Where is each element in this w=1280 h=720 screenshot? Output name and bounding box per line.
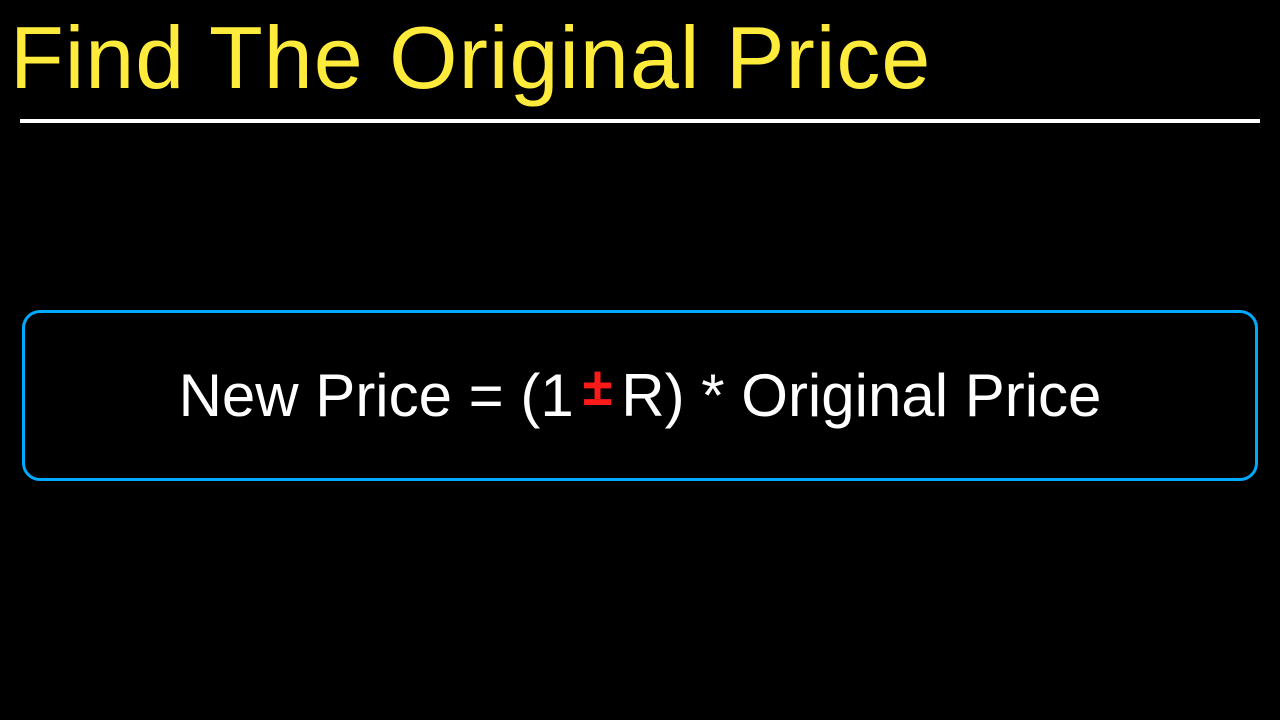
formula-box: New Price = (1 + − R) * Original Price [22, 310, 1258, 481]
page-title: Find The Original Price [0, 0, 1280, 107]
formula-text: New Price = (1 + − R) * Original Price [179, 361, 1102, 430]
title-underline [20, 119, 1260, 123]
plus-minus-symbol: + − [582, 372, 614, 416]
formula-part2: R) * Original Price [621, 361, 1101, 430]
formula-part1: New Price = (1 [179, 361, 574, 430]
minus-sign: − [582, 389, 614, 416]
